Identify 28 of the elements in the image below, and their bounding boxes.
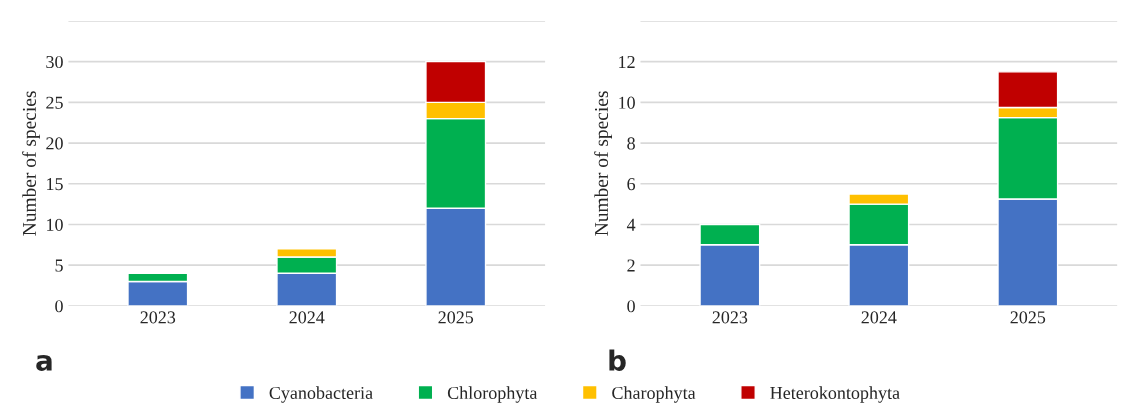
y-tick-label: 10 — [47, 218, 63, 231]
y-tick-label: 30 — [46, 55, 63, 69]
y-tick-label: 12 — [619, 55, 635, 68]
y-axis-title: Number of species — [594, 91, 612, 236]
legend-label: Chlorophyta — [447, 386, 538, 403]
text: a — [36, 354, 52, 371]
y-tick-label: 0 — [55, 300, 63, 313]
x-tick-label: 2023 — [712, 311, 748, 324]
y-tick-label: 8 — [627, 137, 635, 150]
text: b — [609, 349, 626, 371]
y-tick-label: 15 — [47, 178, 63, 191]
legend-label: Charophyta — [612, 386, 696, 403]
legend-label: Heterokontophyta — [770, 386, 900, 403]
y-tick-label: 20 — [46, 137, 63, 150]
x-tick-label: 2025 — [1010, 311, 1046, 324]
y-tick-label: 0 — [627, 300, 635, 313]
y-tick-label: 5 — [55, 259, 63, 272]
x-tick-label: 2024 — [861, 311, 897, 324]
y-tick-label: 10 — [619, 96, 635, 109]
legend-label: Cyanobacteria — [269, 386, 373, 403]
x-tick-label: 2023 — [140, 311, 176, 324]
x-tick-label: 2024 — [289, 311, 325, 324]
y-tick-label: 6 — [627, 178, 636, 191]
x-tick-label: 2025 — [438, 311, 474, 324]
y-tick-label: 2 — [627, 259, 635, 272]
y-tick-label: 4 — [626, 218, 636, 231]
y-tick-label: 25 — [46, 96, 63, 109]
y-axis-title: Number of species — [22, 91, 40, 236]
